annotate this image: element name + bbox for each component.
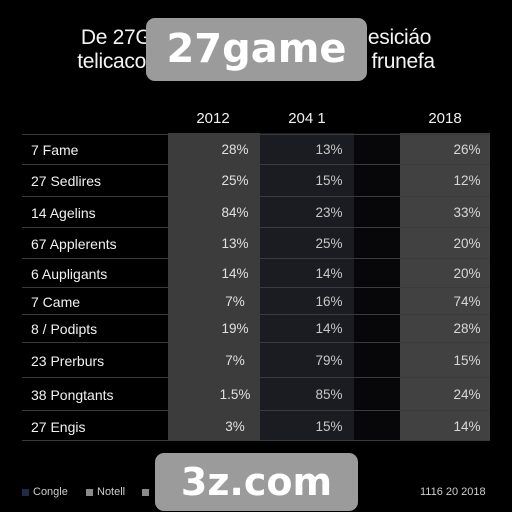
row-label: 27 Engis: [31, 419, 86, 435]
row-label: 38 Pongtants: [31, 387, 114, 403]
footer-date: 1116 20 2018: [420, 486, 486, 498]
row-label: 14 Agelins: [31, 205, 96, 221]
table-row[interactable]: 14 Agelins 84% 23% 33%: [22, 196, 490, 227]
cell-value: 23%: [315, 205, 343, 220]
table-row[interactable]: 27 Sedlires 25% 15% 12%: [22, 164, 490, 196]
table-row[interactable]: 8 / Podipts 19% 14% 28%: [22, 314, 490, 342]
cell-value: 15%: [315, 173, 343, 188]
row-label: 23 Prerburs: [31, 353, 105, 369]
cell-value: 13%: [315, 142, 343, 157]
row-label: 7 Came: [31, 294, 81, 310]
cell-value: 24%: [453, 387, 481, 402]
cell-value: 13%: [221, 236, 249, 251]
cell-value: 14%: [315, 266, 343, 281]
table-row[interactable]: 7 Came 7% 16% 74%: [22, 287, 490, 314]
cell-value: 25%: [221, 173, 249, 188]
cell-value: 7%: [225, 353, 245, 368]
watermark-badge-bottom: 3z.com: [155, 453, 358, 511]
row-label: 27 Sedlires: [31, 173, 102, 189]
cell-value: 20%: [453, 236, 481, 251]
legend-label: Notell: [97, 486, 126, 498]
cell-value: 14%: [221, 266, 249, 281]
cell-value: 33%: [453, 205, 481, 220]
table-row[interactable]: 23 Prerburs 7% 79% 15%: [22, 342, 490, 377]
column-header-year-2[interactable]: 204 1: [288, 110, 326, 127]
row-label: 8 / Podipts: [31, 321, 98, 337]
cell-value: 84%: [221, 205, 249, 220]
cell-value: 26%: [453, 142, 481, 157]
watermark-badge-top: 27game: [146, 18, 367, 81]
cell-value: 3%: [225, 419, 245, 434]
row-label: 6 Aupligants: [31, 266, 108, 282]
cell-value: 19%: [221, 321, 249, 336]
table-row[interactable]: 6 Aupligants 14% 14% 20%: [22, 258, 490, 287]
cell-value: 14%: [453, 419, 481, 434]
title-line-2: telicaco, c ds frunefa: [77, 50, 435, 73]
column-header-year-3[interactable]: 2018: [428, 110, 462, 127]
cell-value: 28%: [453, 321, 481, 336]
table-row[interactable]: 38 Pongtants 1.5% 85% 24%: [22, 377, 490, 410]
legend-label: Congle: [33, 486, 68, 498]
column-header-year-1[interactable]: 2012: [196, 110, 230, 127]
cell-value: 14%: [315, 321, 343, 336]
cell-value: 12%: [453, 173, 481, 188]
page-title: De 27Ga desiciáo telicaco, c ds frunefa: [0, 26, 512, 74]
legend-item-3[interactable]: [142, 486, 153, 498]
cell-value: 1.5%: [219, 387, 251, 402]
cell-value: 74%: [453, 294, 481, 309]
cell-value: 15%: [315, 419, 343, 434]
cell-value: 25%: [315, 236, 343, 251]
cell-value: 28%: [221, 142, 249, 157]
table-row[interactable]: 7 Fame 28% 13% 26%: [22, 134, 490, 164]
legend-swatch: [142, 488, 149, 496]
row-label: 7 Fame: [31, 142, 79, 158]
cell-value: 15%: [453, 353, 481, 368]
cell-value: 85%: [315, 387, 343, 402]
cell-value: 79%: [315, 353, 343, 368]
cell-value: 20%: [453, 266, 481, 281]
legend-item-2[interactable]: Notell: [86, 486, 125, 498]
row-label: 67 Applerents: [31, 236, 117, 252]
legend-swatch: [22, 488, 29, 496]
table-row[interactable]: 27 Engis 3% 15% 14%: [22, 410, 490, 441]
legend-item-1[interactable]: Congle: [22, 486, 68, 498]
cell-value: 7%: [225, 294, 245, 309]
table-row[interactable]: 67 Applerents 13% 25% 20%: [22, 227, 490, 258]
cell-value: 16%: [315, 294, 343, 309]
legend-swatch: [86, 488, 93, 496]
